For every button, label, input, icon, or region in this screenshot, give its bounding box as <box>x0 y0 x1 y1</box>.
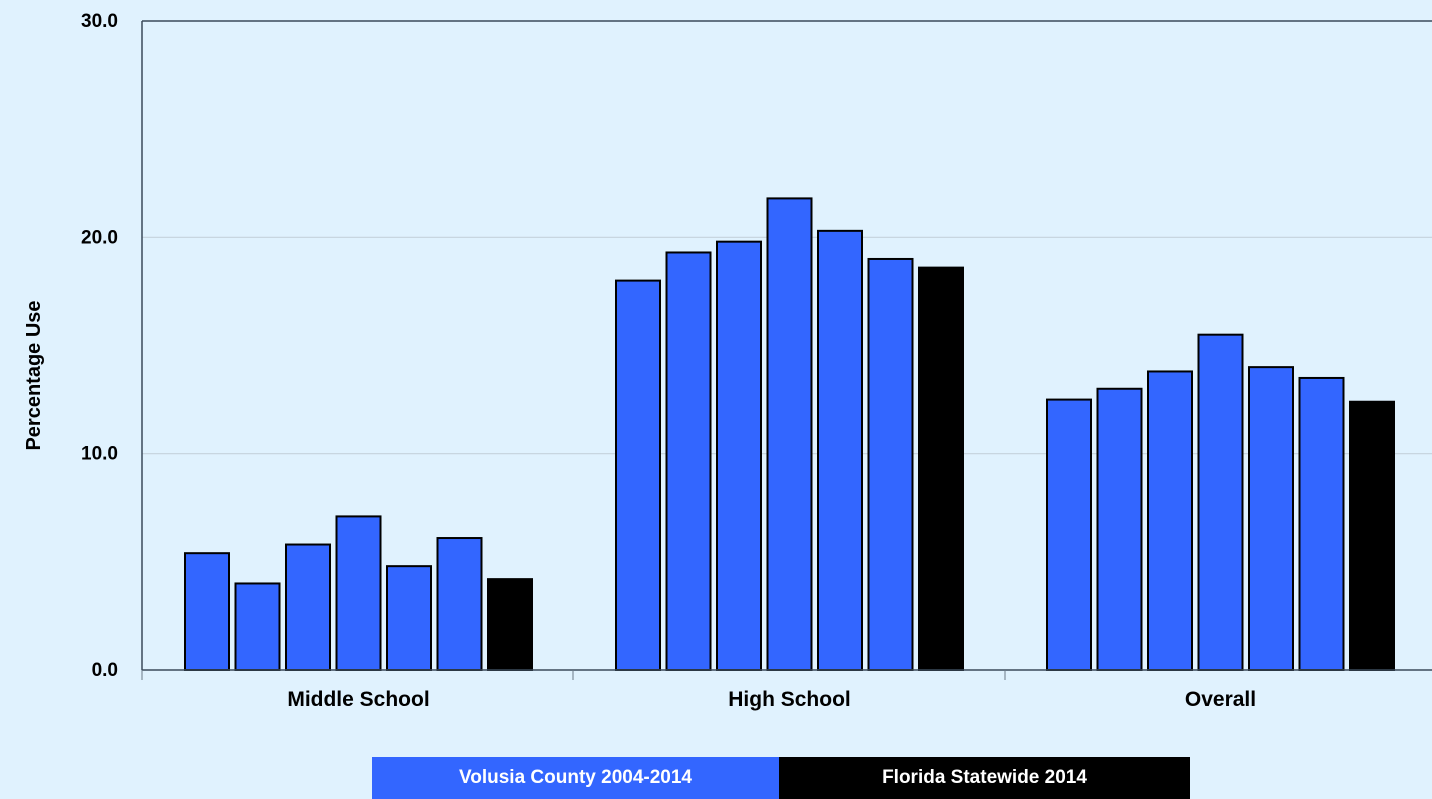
bar-florida <box>487 578 533 672</box>
legend-label-florida: Florida Statewide 2014 <box>882 767 1087 788</box>
legend: Volusia County 2004-2014 Florida Statewi… <box>372 757 1190 799</box>
bar-florida <box>1349 400 1395 671</box>
x-category-label: Overall <box>1185 688 1256 711</box>
bar-volusia <box>1197 333 1244 671</box>
bar-volusia <box>1046 398 1092 671</box>
bar-volusia <box>615 279 661 671</box>
x-category-label: Middle School <box>287 688 429 711</box>
bar-volusia <box>285 543 331 672</box>
bar-volusia <box>1248 366 1294 671</box>
bar-volusia <box>184 552 230 671</box>
y-axis-title: Percentage Use <box>23 300 45 450</box>
bar-florida <box>918 266 964 671</box>
bar-volusia <box>1298 376 1345 671</box>
bar-volusia <box>817 229 863 672</box>
bar-volusia <box>1096 387 1143 671</box>
bar-volusia <box>234 582 281 672</box>
bar-chart-svg: 0.0 10.0 20.0 30.0 Percentage Use Middle Scho… <box>23 11 1432 711</box>
y-tick-label: 30.0 <box>81 11 118 32</box>
bar-volusia <box>665 251 712 672</box>
bar-volusia <box>335 515 382 671</box>
y-tick-label: 20.0 <box>81 227 118 248</box>
x-category-label: High School <box>728 688 851 711</box>
y-tick-label: 10.0 <box>81 444 118 465</box>
legend-item-volusia: Volusia County 2004-2014 <box>372 757 779 799</box>
legend-label-volusia: Volusia County 2004-2014 <box>458 767 693 788</box>
legend-item-florida: Florida Statewide 2014 <box>779 757 1190 799</box>
bar-volusia <box>766 197 813 671</box>
bar-volusia <box>386 565 432 671</box>
y-tick-label: 0.0 <box>92 660 118 681</box>
bar-volusia <box>1147 370 1193 671</box>
bar-volusia <box>436 537 483 672</box>
bar-volusia <box>867 257 914 671</box>
bar-volusia <box>716 240 762 671</box>
